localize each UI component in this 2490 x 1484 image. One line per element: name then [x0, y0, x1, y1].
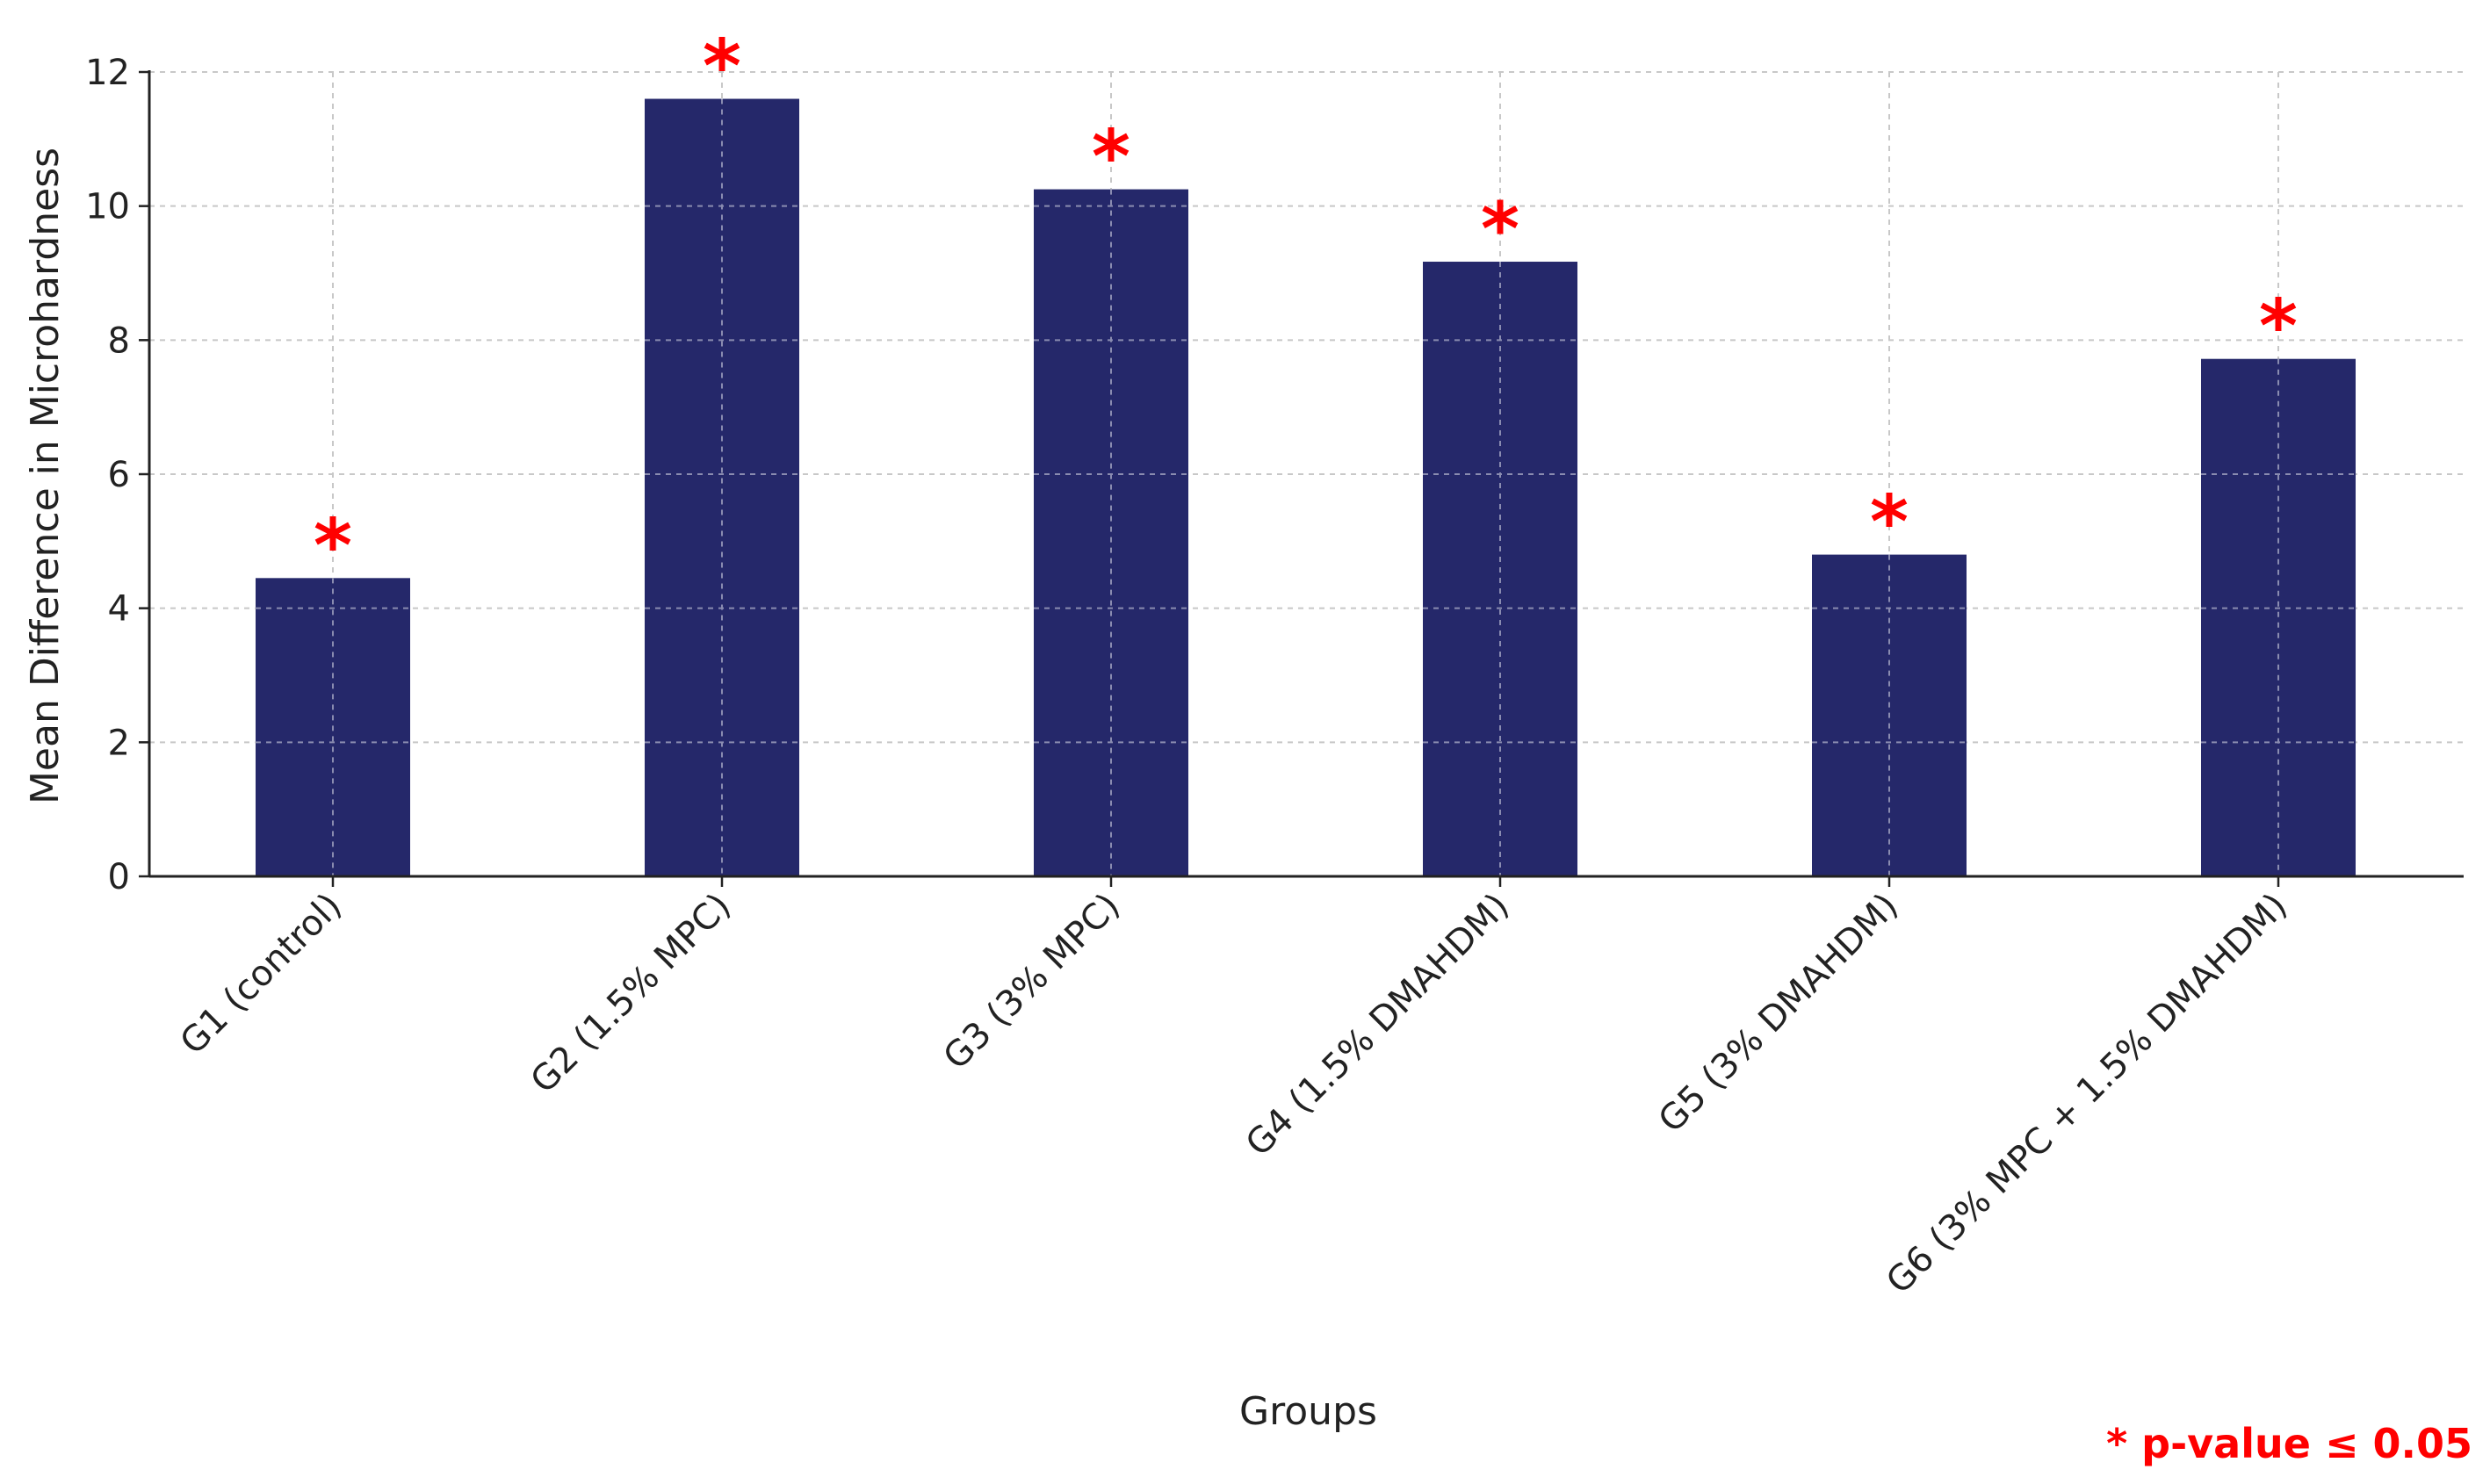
y-tick-label: 10 — [85, 187, 130, 227]
y-tick-label: 12 — [85, 53, 130, 93]
significance-marker: * — [1092, 114, 1130, 200]
significance-marker: * — [314, 502, 352, 588]
x-tick-label: G3 (3% MPC) — [935, 886, 1128, 1078]
x-tick-labels: G1 (control) G2 (1.5% MPC) G3 (3% MPC) G4 (… — [173, 876, 2295, 1302]
y-axis-title: Mean Difference in Microhardness — [23, 148, 68, 804]
x-tick-label: G6 (3% MPC + 1.5% DMAHDM) — [1879, 886, 2295, 1302]
axes — [148, 70, 2464, 878]
significance-footnote: * p-value ≤ 0.05 — [2106, 1420, 2472, 1467]
x-tick-label: G4 (1.5% DMAHDM) — [1238, 886, 1517, 1164]
x-axis-title: Groups — [1239, 1389, 1377, 1434]
x-tick-label: G5 (3% DMAHDM) — [1651, 886, 1906, 1141]
y-tick-label: 2 — [108, 723, 130, 763]
significance-marker: * — [703, 24, 741, 110]
significance-markers: * * * * * * — [314, 24, 2298, 589]
significance-marker: * — [1481, 186, 1519, 272]
y-tick-labels: 0 2 4 6 8 10 12 — [85, 53, 149, 897]
x-tick-label: G2 (1.5% MPC) — [523, 886, 740, 1102]
significance-marker: * — [1870, 479, 1909, 566]
significance-marker: * — [2259, 284, 2298, 370]
bars — [256, 98, 2356, 877]
y-tick-label: 8 — [108, 321, 130, 361]
y-tick-label: 4 — [108, 589, 130, 630]
y-tick-label: 0 — [108, 857, 130, 897]
y-tick-label: 6 — [108, 455, 130, 495]
gridlines — [149, 71, 2464, 877]
x-tick-label: G1 (control) — [173, 886, 350, 1063]
